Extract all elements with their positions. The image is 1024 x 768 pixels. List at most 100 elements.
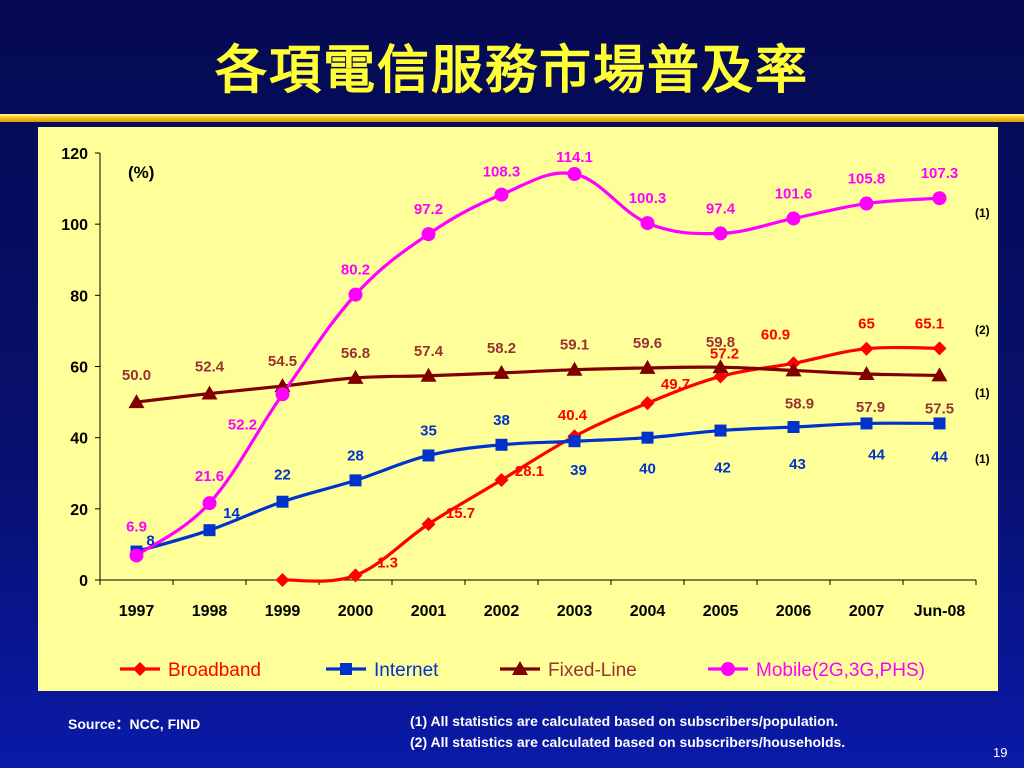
y-tick-label: 0 xyxy=(79,573,88,590)
data-label-2-4: 57.4 xyxy=(414,343,444,360)
data-label-3-3: 80.2 xyxy=(341,262,370,279)
legend-marker-3 xyxy=(721,662,735,676)
y-tick-label: 20 xyxy=(70,502,88,519)
data-label-1-0: 8 xyxy=(146,533,154,550)
data-label-0-4: 15.7 xyxy=(446,505,475,522)
data-label-3-5: 108.3 xyxy=(483,164,521,181)
x-tick-label: Jun-08 xyxy=(914,603,966,620)
series-note-1: (1) xyxy=(975,452,990,466)
data-point-3-5 xyxy=(494,187,509,202)
source-note: Source：NCC, FIND xyxy=(68,716,201,732)
data-label-2-7: 59.6 xyxy=(633,335,662,352)
data-label-0-5: 28.1 xyxy=(515,463,544,480)
data-label-3-10: 105.8 xyxy=(848,171,886,188)
x-tick-label: 2005 xyxy=(703,603,739,620)
data-point-3-3 xyxy=(348,287,363,302)
x-tick-label: 2007 xyxy=(849,603,885,620)
x-tick-label: 1999 xyxy=(265,603,301,620)
data-label-3-6: 114.1 xyxy=(556,149,593,166)
data-point-1-2 xyxy=(276,495,289,508)
series-line-3 xyxy=(134,171,942,558)
data-label-2-1: 52.4 xyxy=(195,359,225,376)
legend-marker-2 xyxy=(512,661,528,675)
broadband-note: (2) xyxy=(975,323,990,337)
data-label-3-8: 97.4 xyxy=(706,200,736,217)
data-label-2-2: 54.5 xyxy=(268,353,297,370)
data-label-1-4: 35 xyxy=(420,422,437,439)
data-point-1-1 xyxy=(203,524,216,537)
data-label-1-2: 22 xyxy=(274,467,291,484)
data-label-3-9: 101.6 xyxy=(775,185,813,202)
legend-label-2: Fixed-Line xyxy=(548,660,637,681)
data-point-3-4 xyxy=(421,227,436,242)
data-label-2-10: 57.9 xyxy=(856,399,885,416)
data-point-3-8 xyxy=(713,226,728,241)
x-tick-label: 2003 xyxy=(557,603,593,620)
series-note-3: (1) xyxy=(975,206,990,220)
data-point-0-7 xyxy=(640,396,655,411)
data-label-1-8: 42 xyxy=(714,460,731,477)
data-point-3-6 xyxy=(567,166,582,181)
data-label-0-3: 1.3 xyxy=(377,554,398,571)
data-point-3-7 xyxy=(640,216,655,231)
data-label-1-6: 39 xyxy=(570,462,587,479)
data-point-2-0 xyxy=(128,394,145,409)
y-tick-label: 80 xyxy=(70,288,88,305)
data-label-0-8: 57.2 xyxy=(710,345,739,362)
data-point-3-1 xyxy=(202,496,217,511)
data-label-1-7: 40 xyxy=(639,461,656,478)
data-label-3-7: 100.3 xyxy=(629,190,667,207)
legend-marker-0 xyxy=(133,662,147,676)
data-point-2-3 xyxy=(347,369,364,384)
series-line-1 xyxy=(134,421,942,554)
data-point-2-8 xyxy=(712,359,729,374)
data-point-0-2 xyxy=(275,573,290,587)
data-label-3-4: 97.2 xyxy=(414,201,443,218)
x-tick-label: 2004 xyxy=(630,603,666,620)
footnote-subscribers-households: (2) All statistics are calculated based … xyxy=(410,734,846,750)
data-point-0-10 xyxy=(859,341,874,356)
data-point-1-8 xyxy=(714,424,727,437)
series-line-0 xyxy=(280,345,942,583)
data-point-1-3 xyxy=(349,474,362,487)
data-label-3-0: 6.9 xyxy=(126,518,147,535)
data-label-1-5: 38 xyxy=(493,412,510,429)
chart-panel: 0 20 40 60 80 100 120 1997 1998 1999 2000 2001 2002 2… xyxy=(38,127,998,691)
data-label-2-9: 58.9 xyxy=(785,395,814,412)
x-tick-label: 1998 xyxy=(192,603,228,620)
data-label-2-0: 50.0 xyxy=(122,367,151,384)
x-tick-label: 2006 xyxy=(776,603,812,620)
y-unit-label: (%) xyxy=(128,163,154,182)
data-label-3-2: 52.2 xyxy=(228,416,257,433)
legend-label-1: Internet xyxy=(374,660,439,681)
data-point-3-10 xyxy=(859,196,874,211)
y-tick-label: 100 xyxy=(61,217,88,234)
data-point-0-8 xyxy=(713,369,728,384)
data-label-2-11: 57.5 xyxy=(925,400,954,417)
line-chart: 0 20 40 60 80 100 120 1997 1998 1999 2000 2001 2002 2… xyxy=(61,146,990,681)
data-point-0-11 xyxy=(932,341,947,356)
data-point-3-11 xyxy=(932,191,947,206)
data-point-3-9 xyxy=(786,211,801,226)
data-point-0-3 xyxy=(348,568,363,583)
data-point-1-7 xyxy=(641,431,654,444)
legend-label-0: Broadband xyxy=(168,660,261,681)
data-label-1-9: 43 xyxy=(789,456,806,473)
y-tick-label: 120 xyxy=(61,146,88,163)
data-point-2-7 xyxy=(639,359,656,374)
data-point-2-5 xyxy=(493,364,510,379)
data-label-0-6: 40.4 xyxy=(558,407,588,424)
footnote-subscribers-population: (1) All statistics are calculated based … xyxy=(410,713,839,729)
x-tick-label: 2001 xyxy=(411,603,447,620)
data-point-0-5 xyxy=(494,473,509,488)
data-label-2-8: 59.8 xyxy=(706,334,735,351)
data-label-0-11: 65.1 xyxy=(915,315,944,332)
legend-marker-1 xyxy=(340,663,352,675)
data-point-1-10 xyxy=(860,417,873,430)
x-tick-label: 1997 xyxy=(119,603,155,620)
data-label-2-3: 56.8 xyxy=(341,345,370,362)
data-point-1-11 xyxy=(933,417,946,430)
data-point-3-0 xyxy=(129,548,144,563)
data-point-1-5 xyxy=(495,438,508,451)
data-point-2-11 xyxy=(931,367,948,382)
